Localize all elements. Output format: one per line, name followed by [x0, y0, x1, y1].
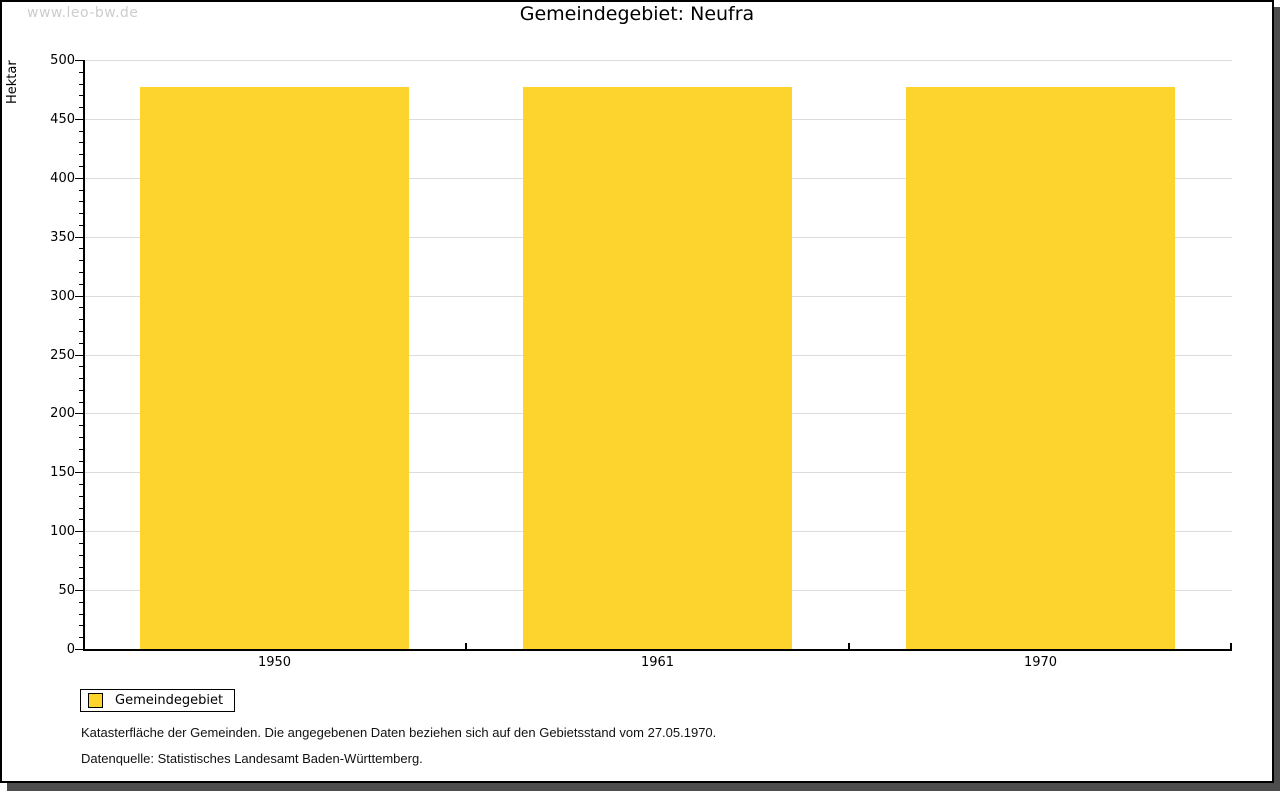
- x-axis-line: [83, 649, 1232, 651]
- bar-1970: [906, 87, 1175, 649]
- y-minor-tick: [79, 284, 83, 285]
- y-minor-tick: [79, 225, 83, 226]
- y-major-tick: [75, 531, 83, 532]
- y-major-tick: [75, 60, 83, 61]
- y-minor-tick: [79, 343, 83, 344]
- x-boundary-tick: [848, 643, 850, 649]
- y-minor-tick: [79, 602, 83, 603]
- x-tick-label: 1950: [257, 655, 292, 670]
- y-tick-label: 50: [58, 583, 75, 598]
- y-tick-label: 0: [66, 642, 75, 657]
- y-major-tick: [75, 237, 83, 238]
- y-minor-tick: [79, 567, 83, 568]
- y-tick-label: 350: [50, 230, 75, 245]
- y-tick-label: 200: [50, 406, 75, 421]
- y-minor-tick: [79, 131, 83, 132]
- y-major-tick: [75, 355, 83, 356]
- y-minor-tick: [79, 425, 83, 426]
- y-major-tick: [75, 472, 83, 473]
- y-major-tick: [75, 413, 83, 414]
- legend: Gemeindegebiet: [80, 689, 236, 712]
- y-minor-tick: [79, 519, 83, 520]
- y-tick-label: 450: [50, 112, 75, 127]
- watermark: www.leo-bw.de: [27, 5, 139, 21]
- y-minor-tick: [79, 201, 83, 202]
- y-minor-tick: [79, 190, 83, 191]
- y-minor-tick: [79, 331, 83, 332]
- y-minor-tick: [79, 366, 83, 367]
- y-minor-tick: [79, 142, 83, 143]
- x-tick-label: 1961: [640, 655, 675, 670]
- y-major-tick: [75, 649, 83, 650]
- y-minor-tick: [79, 307, 83, 308]
- y-minor-tick: [79, 614, 83, 615]
- y-minor-tick: [79, 496, 83, 497]
- y-minor-tick: [79, 555, 83, 556]
- y-minor-tick: [79, 272, 83, 273]
- y-major-tick: [75, 296, 83, 297]
- y-major-tick: [75, 119, 83, 120]
- y-minor-tick: [79, 402, 83, 403]
- page-title: Gemeindegebiet: Neufra: [519, 3, 755, 25]
- y-minor-tick: [79, 625, 83, 626]
- y-tick-label: 100: [50, 524, 75, 539]
- bar-1950: [140, 87, 409, 649]
- y-major-tick: [75, 178, 83, 179]
- legend-swatch-icon: [88, 693, 103, 708]
- y-axis-line: [83, 60, 85, 651]
- bar-1961: [523, 87, 792, 649]
- y-minor-tick: [79, 637, 83, 638]
- y-tick-label: 250: [50, 348, 75, 363]
- x-axis-end-tick: [1230, 643, 1232, 649]
- y-minor-tick: [79, 107, 83, 108]
- y-minor-tick: [79, 578, 83, 579]
- y-minor-tick: [79, 461, 83, 462]
- y-minor-tick: [79, 84, 83, 85]
- y-minor-tick: [79, 248, 83, 249]
- y-minor-tick: [79, 319, 83, 320]
- footnote-data-source: Datenquelle: Statistisches Landesamt Bad…: [81, 751, 423, 766]
- frame-shadow-bottom: [7, 783, 1280, 791]
- y-minor-tick: [79, 260, 83, 261]
- y-minor-tick: [79, 484, 83, 485]
- y-tick-label: 500: [50, 53, 75, 68]
- x-tick-label: 1970: [1023, 655, 1058, 670]
- y-minor-tick: [79, 378, 83, 379]
- plot-area: 0 50 100 150 200 250 300 350 400 450 500 1950 1961 19…: [50, 53, 1232, 670]
- y-minor-tick: [79, 543, 83, 544]
- y-minor-tick: [79, 437, 83, 438]
- y-minor-tick: [79, 154, 83, 155]
- footnote-source-description: Katasterfläche der Gemeinden. Die angege…: [81, 725, 717, 740]
- y-minor-tick: [79, 390, 83, 391]
- y-minor-tick: [79, 449, 83, 450]
- y-tick-label: 300: [50, 289, 75, 304]
- gridline: [83, 60, 1232, 61]
- y-minor-tick: [79, 166, 83, 167]
- y-axis-label: Hektar: [5, 60, 20, 104]
- y-minor-tick: [79, 508, 83, 509]
- legend-label: Gemeindegebiet: [115, 692, 224, 708]
- y-tick-label: 400: [50, 171, 75, 186]
- y-tick-label: 150: [50, 465, 75, 480]
- y-minor-tick: [79, 95, 83, 96]
- x-boundary-tick: [465, 643, 467, 649]
- y-minor-tick: [79, 213, 83, 214]
- y-major-tick: [75, 590, 83, 591]
- y-minor-tick: [79, 72, 83, 73]
- frame-shadow-right: [1274, 7, 1280, 791]
